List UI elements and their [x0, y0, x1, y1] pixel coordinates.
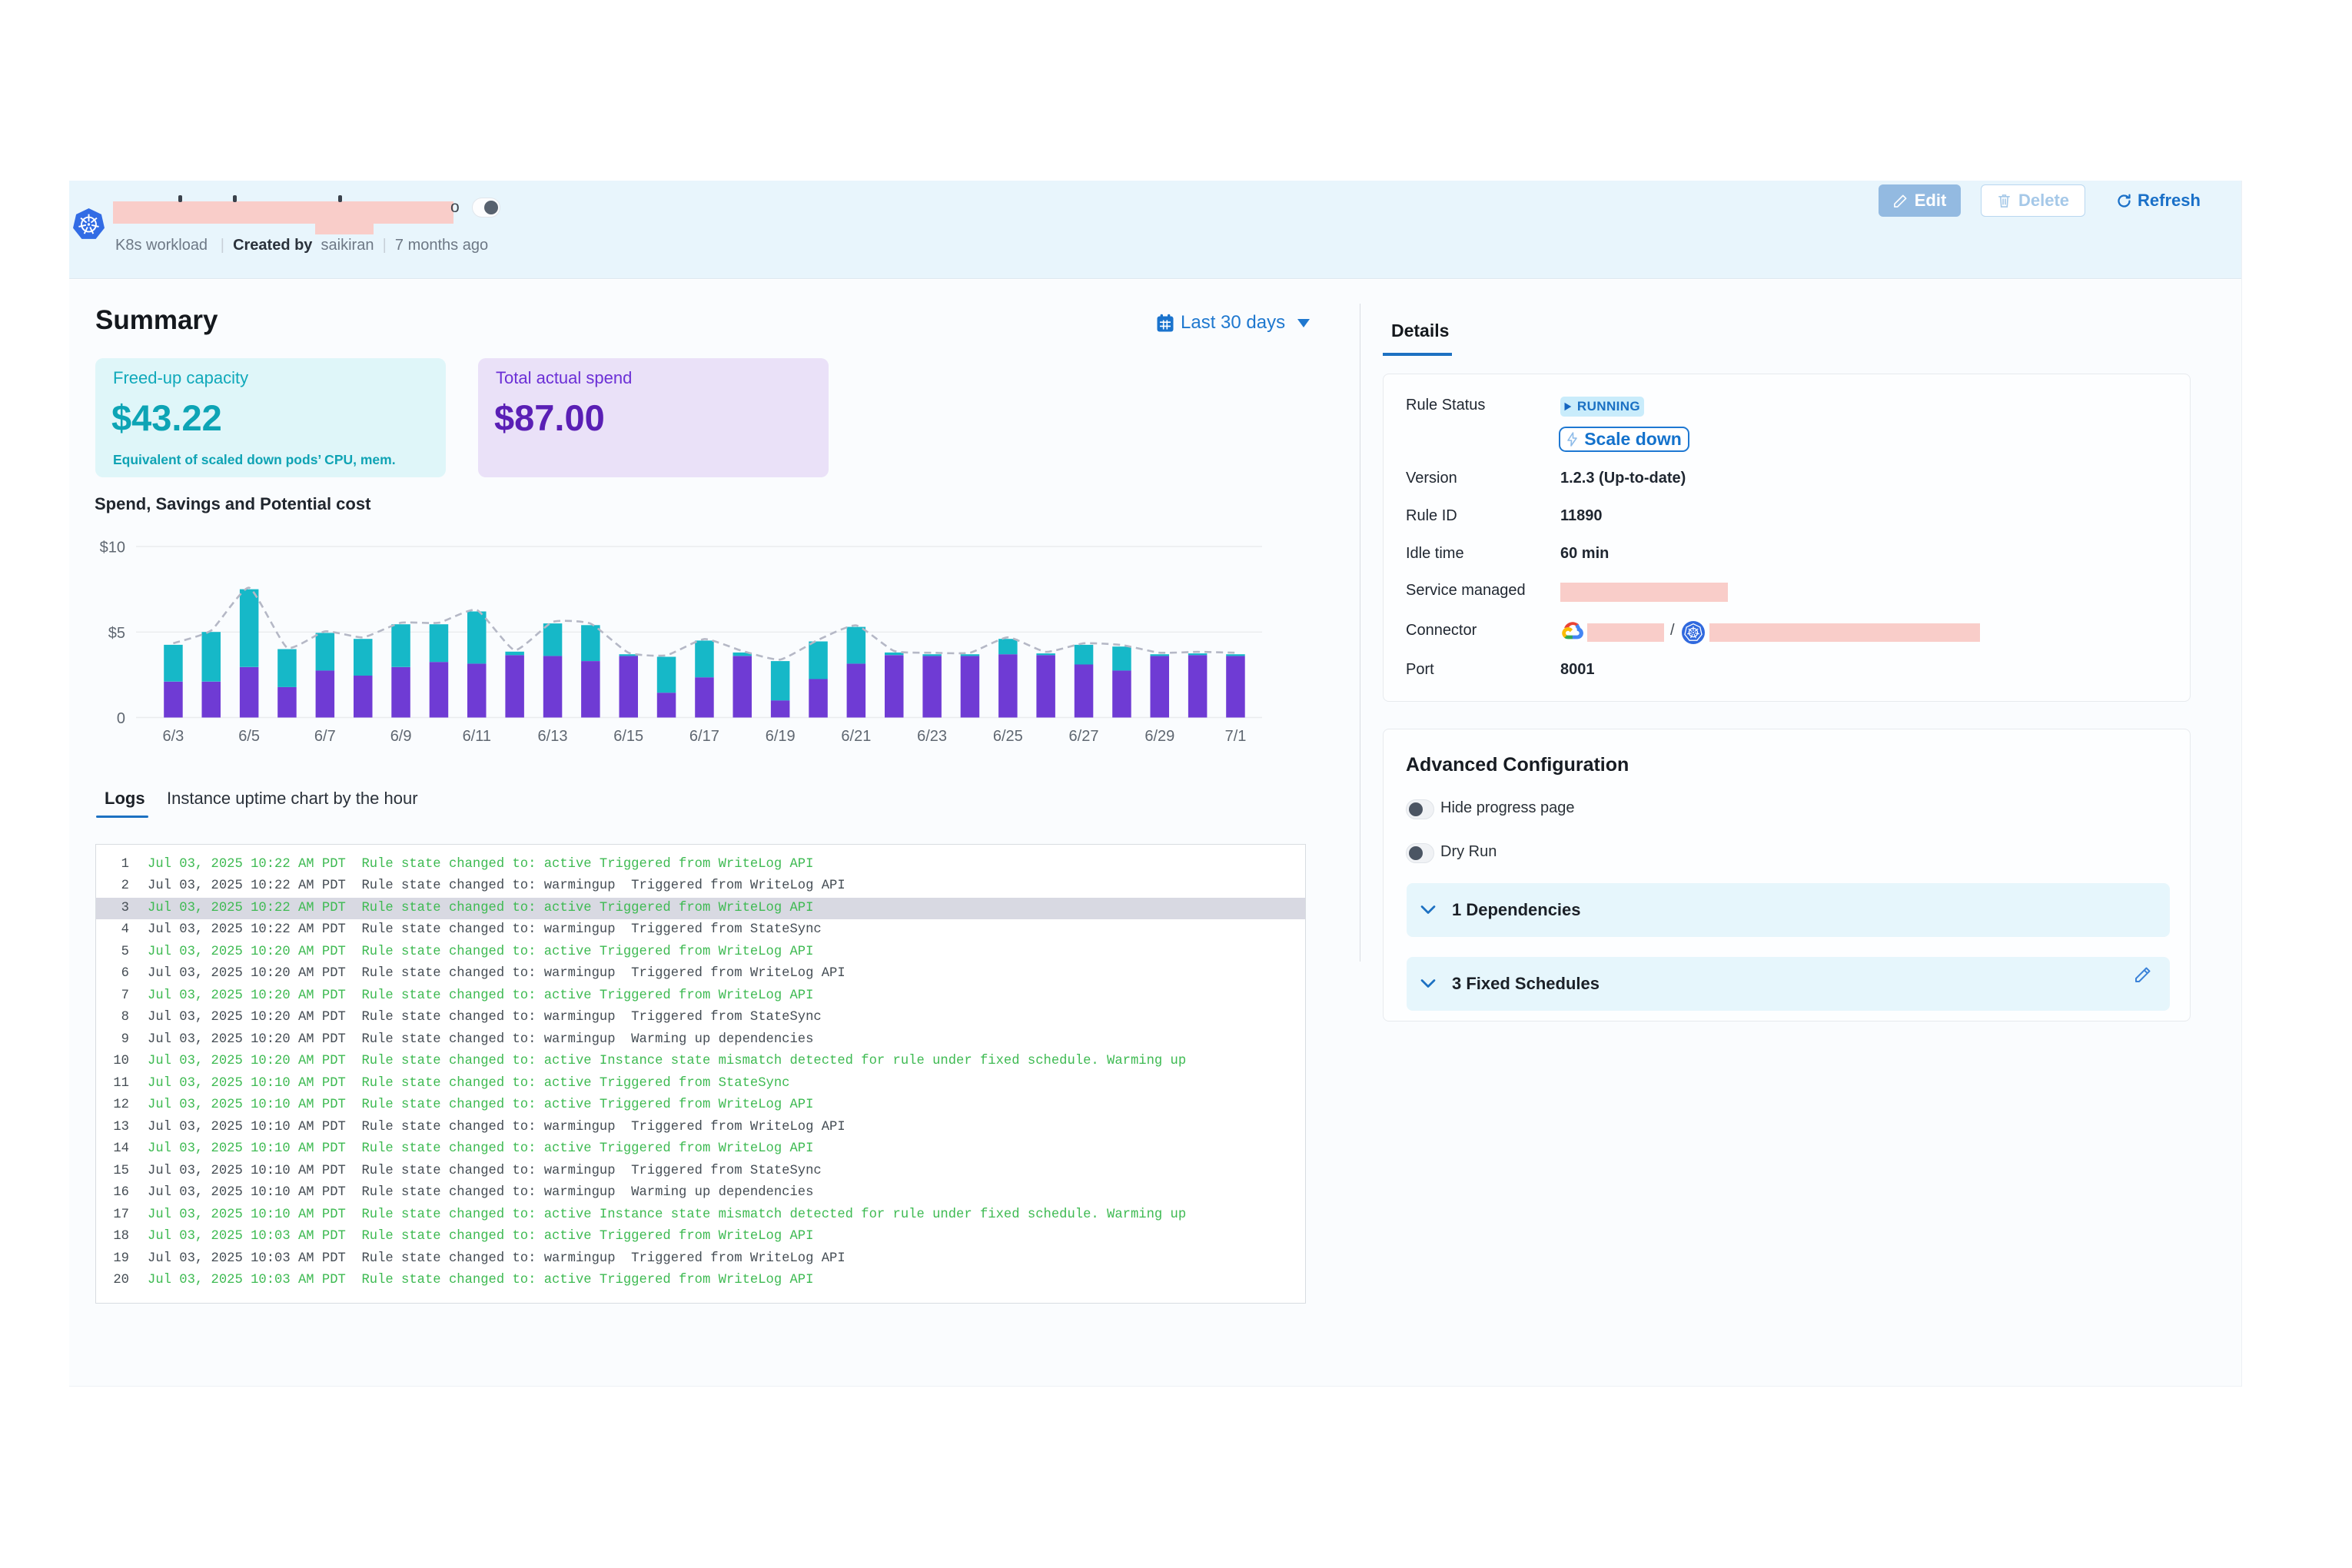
svg-text:6/21: 6/21	[841, 728, 871, 745]
svg-text:$5: $5	[108, 625, 125, 642]
svg-text:0: 0	[117, 710, 125, 727]
svg-text:$10: $10	[100, 540, 125, 556]
svg-text:6/13: 6/13	[538, 728, 568, 745]
svg-text:6/23: 6/23	[917, 728, 947, 745]
svg-text:6/19: 6/19	[766, 728, 796, 745]
svg-text:6/5: 6/5	[238, 728, 260, 745]
svg-text:6/25: 6/25	[993, 728, 1023, 745]
svg-text:6/9: 6/9	[390, 728, 412, 745]
svg-text:6/29: 6/29	[1144, 728, 1174, 745]
svg-text:6/7: 6/7	[314, 728, 336, 745]
svg-text:6/27: 6/27	[1069, 728, 1099, 745]
svg-text:6/17: 6/17	[689, 728, 719, 745]
svg-text:7/1: 7/1	[1225, 728, 1247, 745]
svg-text:6/3: 6/3	[162, 728, 184, 745]
svg-text:6/15: 6/15	[613, 728, 643, 745]
svg-text:6/11: 6/11	[463, 728, 491, 745]
